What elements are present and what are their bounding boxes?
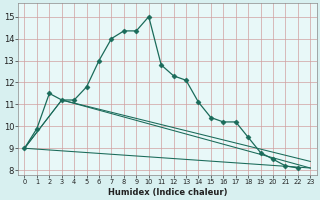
X-axis label: Humidex (Indice chaleur): Humidex (Indice chaleur) — [108, 188, 227, 197]
